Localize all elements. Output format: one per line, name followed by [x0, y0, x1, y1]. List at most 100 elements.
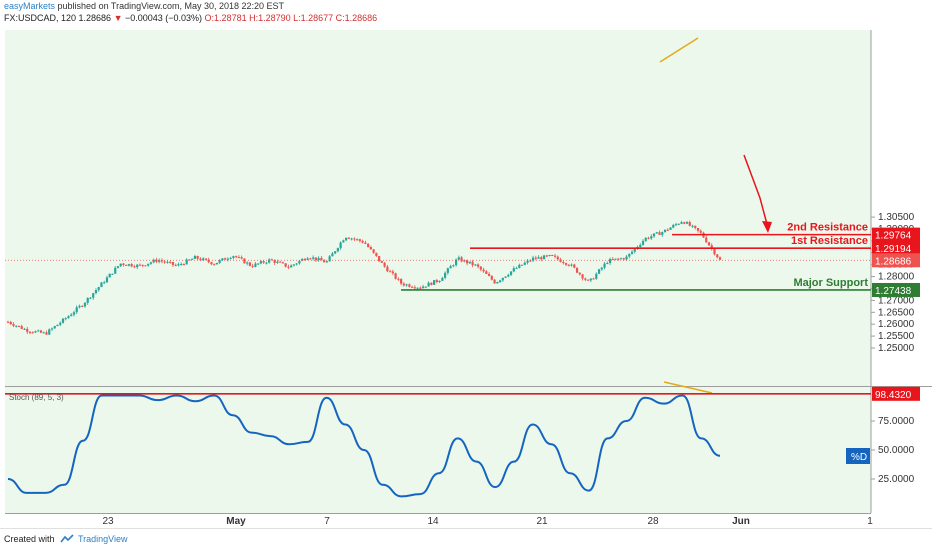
candle-body [177, 264, 180, 266]
time-axis-label: May [226, 516, 246, 527]
tradingview-link[interactable]: TradingView [78, 534, 128, 544]
candle-body [710, 245, 713, 249]
candle-body [323, 260, 326, 263]
tradingview-logo-icon [60, 534, 74, 543]
candle-body [705, 237, 708, 243]
candle-body [144, 265, 147, 267]
candle-body [498, 280, 502, 283]
candle-body [152, 259, 155, 263]
candle-body [94, 290, 98, 294]
candle-body [614, 258, 617, 260]
candle-body [452, 265, 455, 267]
candle-body [221, 258, 224, 261]
candle-body [482, 269, 485, 272]
level-price-tag [872, 227, 920, 242]
candle-body [287, 266, 290, 268]
candle-body [435, 280, 438, 283]
candle-body [465, 260, 469, 264]
candle-body [422, 286, 425, 289]
candle-body [9, 321, 12, 325]
footer: Created with TradingView [0, 528, 932, 551]
change-down-icon: ▼ [113, 13, 123, 23]
candle-body [108, 273, 111, 278]
candle-body [688, 222, 691, 226]
candle-body [540, 257, 543, 260]
candle-body [427, 282, 430, 287]
candle-body [31, 332, 34, 334]
candle-body [556, 256, 559, 260]
candle-body [476, 264, 480, 267]
candle-body [570, 264, 573, 266]
candle-body [529, 260, 532, 262]
candle-body [317, 257, 320, 261]
candle-body [97, 287, 100, 291]
author-link[interactable]: easyMarkets [4, 1, 56, 11]
candle-body [655, 232, 658, 234]
candle-body [562, 261, 565, 264]
level-price-tag [872, 241, 920, 256]
level-lines: 2nd Resistance 1.29764 1st Resistance 1.291… [401, 222, 920, 297]
candle-body [589, 278, 592, 281]
divergence-trendline-stoch [663, 381, 713, 394]
candle-body [262, 261, 265, 263]
stoch-title: Stoch (89, 5, 3) [9, 393, 64, 402]
candle-body [512, 268, 515, 272]
candle-body [26, 328, 29, 332]
candle-body [339, 242, 342, 249]
candle-body [78, 305, 81, 308]
stochastic-indicator: 25.0000 50.0000 75.0000 98.4320 %D [5, 386, 920, 498]
candle-body [622, 258, 625, 260]
candle-body [718, 257, 722, 260]
candle-body [100, 282, 103, 288]
candle-body [573, 264, 576, 268]
candle-body [383, 262, 386, 267]
candle-body [276, 261, 279, 263]
candle-body [386, 266, 389, 272]
candle-body [105, 277, 109, 283]
chart-svg[interactable]: 1.250001.255001.260001.265001.270001.275… [0, 28, 932, 528]
divergence-trendline-price [659, 37, 699, 63]
candle-body [254, 263, 257, 267]
candle-body [356, 239, 359, 241]
candle-body [259, 261, 263, 264]
candle-body [188, 259, 191, 261]
stoch-axis-label: 75.0000 [878, 416, 915, 427]
candle-body [56, 324, 59, 327]
candle-body [647, 237, 650, 239]
candle-body [281, 262, 285, 264]
candle-body [312, 257, 315, 259]
candle-body [603, 263, 606, 268]
candle-body [674, 224, 678, 226]
candle-body [457, 257, 460, 260]
projection-arrow-head-icon [762, 221, 772, 233]
candle-body [413, 287, 416, 289]
candle-body [226, 258, 230, 260]
time-axis-label: 23 [102, 516, 114, 527]
candle-body [136, 264, 139, 268]
candle-body [92, 293, 95, 298]
candle-body [666, 229, 669, 231]
ohlc-values: O:1.28781 H:1.28790 L:1.28677 C:1.28686 [204, 13, 378, 23]
candle-body [507, 274, 510, 277]
change-value: −0.00043 (−0.03%) [122, 13, 205, 23]
candle-body [586, 279, 590, 281]
candle-body [86, 297, 89, 303]
candle-body [358, 239, 361, 241]
stoch-legend-label: %D [851, 452, 867, 463]
candle-body [89, 297, 92, 299]
candle-body [83, 302, 87, 307]
time-axis-label: 21 [536, 516, 548, 527]
candle-body [545, 255, 548, 257]
chart-area[interactable]: 1.250001.255001.260001.265001.270001.275… [0, 28, 932, 528]
publication-line: easyMarkets published on TradingView.com… [4, 1, 284, 11]
candle-body [367, 243, 370, 248]
candle-body [240, 257, 243, 259]
candle-body [350, 238, 353, 240]
price-axis-label: 1.27000 [878, 295, 915, 306]
candle-body [248, 262, 252, 266]
candle-body [37, 330, 40, 332]
candle-body [295, 263, 298, 265]
candle-body [15, 325, 18, 327]
candle-body [268, 259, 271, 263]
candle-body [12, 324, 15, 326]
